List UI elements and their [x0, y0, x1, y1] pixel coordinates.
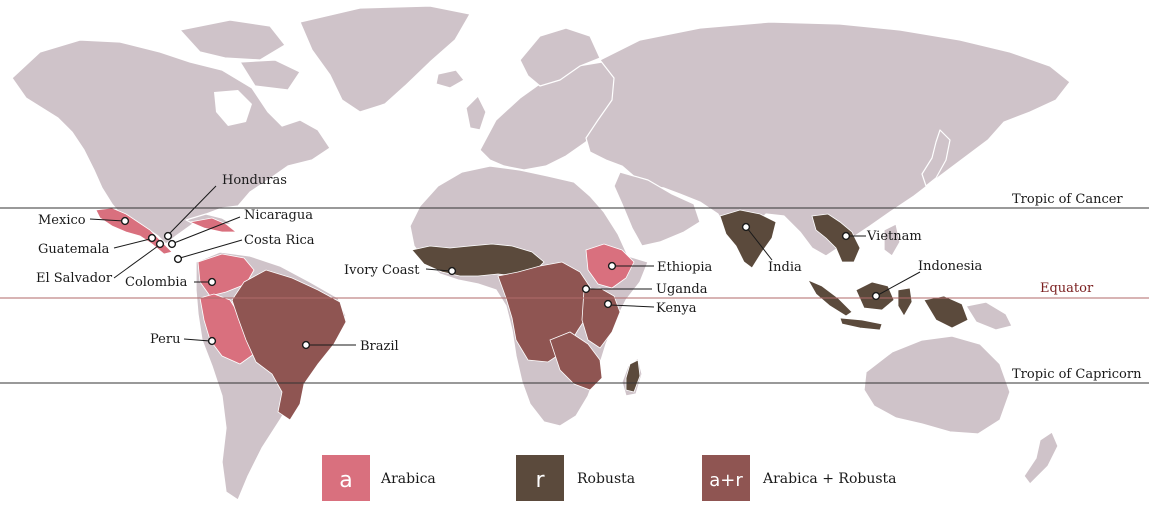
region-east-africa: [581, 287, 621, 349]
label-uganda: Uganda: [656, 282, 708, 297]
legend-swatch-arabica: [322, 455, 370, 501]
label-vietnam: Vietnam: [866, 229, 922, 244]
landmass-arabia: [613, 171, 701, 247]
legend-symbol-robusta: r: [535, 468, 545, 493]
marker-ethiopia: [607, 261, 617, 271]
label-costa-rica: Costa Rica: [244, 233, 315, 248]
leader-nicaragua: [173, 216, 241, 244]
label-colombia: Colombia: [125, 275, 188, 290]
marker-ivory-coast: [447, 266, 457, 276]
country-labels: Mexico Honduras Nicaragua Guatemala Cost…: [36, 173, 983, 354]
landmass-new-zealand: [1023, 431, 1059, 485]
region-indochina: [811, 213, 861, 263]
region-brazil: [231, 269, 347, 421]
landmass-asia: [585, 21, 1071, 257]
leader-mexico: [89, 218, 125, 222]
landmass-uk: [465, 95, 487, 131]
landmass-greenland: [299, 5, 471, 113]
legend-item-arabica-robusta: a+r Arabica + Robusta: [702, 455, 897, 501]
marker-indonesia: [871, 291, 881, 301]
marker-honduras: [163, 231, 173, 241]
region-caribbean: [188, 217, 238, 233]
label-ivory-coast: Ivory Coast: [344, 263, 420, 278]
marker-uganda: [581, 284, 591, 294]
region-java: [839, 317, 883, 331]
leader-el-salvador: [113, 245, 159, 279]
leader-honduras: [168, 185, 217, 235]
label-guatemala: Guatemala: [38, 242, 110, 257]
leaders: [89, 185, 921, 350]
landmass-philippines: [883, 223, 901, 257]
landmass-japan: [921, 129, 951, 187]
region-mexico: [95, 207, 173, 255]
marker-costa-rica: [173, 254, 183, 264]
coffee-regions: [95, 207, 969, 421]
legend-swatch-arabica-robusta: [702, 455, 750, 501]
leader-kenya: [609, 304, 655, 308]
legend-label-robusta: Robusta: [577, 471, 635, 487]
region-madagascar: [625, 359, 641, 393]
label-honduras: Honduras: [222, 173, 287, 188]
legend-symbol-arabica-robusta: a+r: [709, 470, 743, 491]
landmass-north-america: [11, 39, 331, 245]
marker-mexico: [120, 216, 130, 226]
marker-el-salvador: [155, 239, 165, 249]
legend-symbol-arabica: a: [339, 468, 352, 493]
marker-nicaragua: [167, 239, 177, 249]
tropic-of-capricorn-label: Tropic of Capricorn: [1012, 367, 1142, 382]
latitude-lines: Tropic of Cancer Equator Tropic of Capri…: [0, 192, 1149, 384]
landmass-new-guinea: [965, 301, 1013, 331]
landmasses: [11, 5, 1071, 501]
label-peru: Peru: [150, 332, 180, 347]
legend: a Arabica r Robusta a+r Arabica + Robust…: [322, 455, 897, 501]
marker-peru: [207, 336, 217, 346]
region-india: [719, 209, 777, 269]
tropic-of-cancer-label: Tropic of Cancer: [1012, 192, 1123, 207]
legend-swatch-robusta: [516, 455, 564, 501]
region-southern-africa: [549, 331, 603, 391]
marker-vietnam: [841, 231, 851, 241]
label-brazil: Brazil: [360, 339, 399, 354]
region-new-guinea: [923, 295, 969, 329]
leader-indonesia: [877, 271, 921, 296]
marker-colombia: [207, 277, 217, 287]
leader-peru: [183, 338, 211, 342]
leader-india: [746, 227, 773, 261]
landmass-iceland: [435, 69, 465, 89]
legend-item-arabica: a Arabica: [322, 455, 436, 501]
marker-guatemala: [147, 233, 157, 243]
label-el-salvador: El Salvador: [36, 271, 113, 286]
marker-kenya: [603, 299, 613, 309]
hudson-bay: [214, 90, 252, 126]
landmass-arctic-islands: [179, 19, 301, 91]
legend-label-arabica: Arabica: [380, 471, 436, 487]
marker-brazil: [301, 340, 311, 350]
label-mexico: Mexico: [38, 213, 86, 228]
marker-india: [741, 222, 751, 232]
label-indonesia: Indonesia: [918, 259, 983, 274]
leader-costa-rica: [179, 239, 243, 259]
label-nicaragua: Nicaragua: [244, 208, 313, 223]
label-ethiopia: Ethiopia: [657, 260, 713, 275]
legend-label-arabica-robusta: Arabica + Robusta: [762, 471, 897, 487]
landmass-australia: [863, 335, 1011, 435]
equator-label: Equator: [1040, 281, 1094, 296]
label-india: India: [768, 260, 802, 275]
leader-ivory-coast: [425, 268, 451, 272]
label-kenya: Kenya: [656, 301, 697, 316]
landmass-scandinavia: [519, 27, 601, 87]
legend-item-robusta: r Robusta: [516, 455, 635, 501]
region-sulawesi: [897, 287, 913, 317]
leader-guatemala: [113, 238, 151, 249]
